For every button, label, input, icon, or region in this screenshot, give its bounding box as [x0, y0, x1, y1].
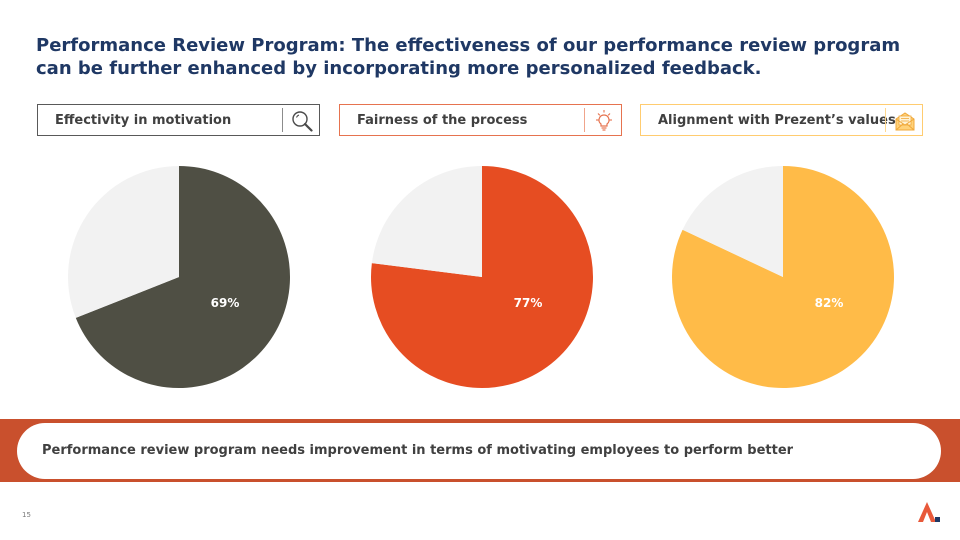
label-box-motivation: Effectivity in motivation — [37, 104, 320, 136]
callout-box: Performance review program needs improve… — [17, 423, 941, 479]
lightbulb-icon — [596, 110, 612, 131]
prezent-logo-icon — [918, 502, 940, 522]
pie-slice-value — [75, 166, 291, 388]
label-box-alignment: Alignment with Prezent’s values — [640, 104, 923, 136]
slide-title: Performance Review Program: The effectiv… — [36, 34, 916, 80]
envelope-icon — [895, 112, 915, 131]
page-number: 15 — [22, 511, 31, 519]
label-motivation: Effectivity in motivation — [55, 113, 232, 128]
pie-data-label: 82% — [815, 296, 844, 310]
pie-slice-remainder — [67, 166, 179, 318]
pie-slice-remainder — [371, 166, 482, 277]
magnifier-icon — [292, 111, 313, 132]
pie-chart-alignment: 82% — [672, 166, 894, 388]
slide-title-line-2: can be further enhanced by incorporating… — [36, 58, 762, 79]
label-fairness: Fairness of the process — [357, 113, 528, 128]
slide-title-line-1: Performance Review Program: The effectiv… — [36, 35, 901, 56]
label-separator — [282, 108, 283, 132]
pie-data-label: 77% — [514, 296, 543, 310]
pie-chart-motivation: 69% — [67, 166, 291, 388]
label-separator — [885, 108, 886, 132]
label-box-fairness: Fairness of the process — [339, 104, 622, 136]
label-alignment: Alignment with Prezent’s values — [658, 113, 896, 128]
pie-chart-fairness: 77% — [371, 166, 593, 388]
pie-data-label: 69% — [211, 296, 240, 310]
pie-slice-remainder — [682, 166, 783, 277]
callout-text: Performance review program needs improve… — [42, 443, 794, 458]
label-separator — [584, 108, 585, 132]
